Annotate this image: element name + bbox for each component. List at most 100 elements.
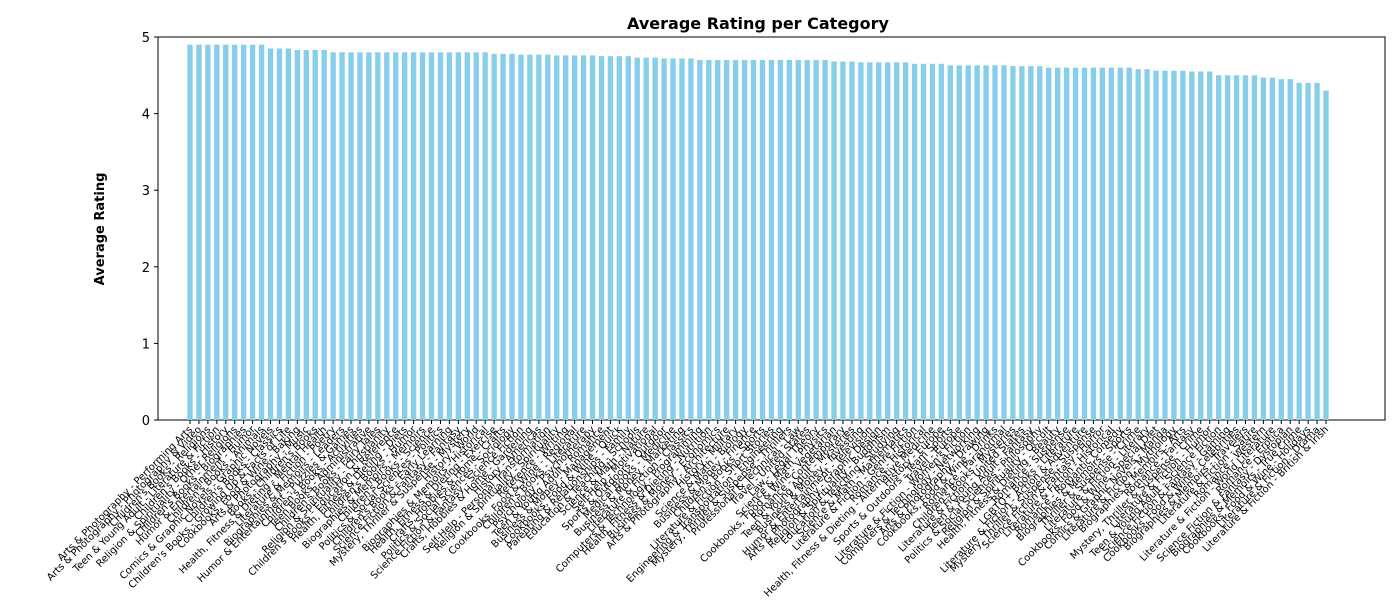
bar <box>831 61 837 421</box>
bar <box>741 59 748 420</box>
bar <box>1117 67 1123 420</box>
bar <box>786 59 792 420</box>
bar <box>607 56 614 421</box>
bar <box>902 62 909 420</box>
bar <box>196 44 202 420</box>
bar <box>473 52 479 420</box>
bar <box>1296 82 1302 421</box>
bar <box>983 65 989 420</box>
bar <box>885 62 891 420</box>
bar <box>956 65 962 420</box>
bar <box>536 54 542 420</box>
bar <box>276 48 283 421</box>
bar <box>1224 75 1231 421</box>
bar <box>715 59 721 420</box>
bar <box>679 58 685 421</box>
bar <box>822 59 828 420</box>
bar <box>214 44 220 420</box>
bar <box>777 59 784 420</box>
bar <box>303 50 309 420</box>
bar <box>348 52 354 420</box>
y-axis-label: Average Rating <box>93 173 108 286</box>
bar <box>294 50 301 420</box>
bar <box>375 52 381 420</box>
bar <box>455 52 462 420</box>
bar <box>205 44 211 420</box>
bar <box>625 56 631 421</box>
bar <box>724 59 730 420</box>
bar <box>1099 67 1106 420</box>
bar <box>410 52 417 420</box>
bar <box>1010 66 1016 420</box>
bar <box>357 52 363 420</box>
bar <box>1019 66 1025 420</box>
bar <box>312 50 318 420</box>
bar <box>813 59 819 420</box>
bar <box>1001 65 1007 420</box>
bar <box>1037 66 1043 420</box>
bar <box>929 63 936 421</box>
bar <box>759 59 766 420</box>
bar <box>1180 70 1186 420</box>
bar <box>795 59 801 420</box>
bar <box>1171 70 1177 420</box>
bar <box>1081 67 1088 420</box>
bar <box>187 44 193 420</box>
bar <box>509 53 515 421</box>
bar <box>580 55 587 420</box>
bar <box>840 61 846 421</box>
bar <box>867 62 873 420</box>
bar <box>401 52 408 420</box>
bar <box>1144 69 1150 420</box>
bar <box>920 63 927 421</box>
bar <box>1072 67 1079 420</box>
y-tick-label: 0 <box>142 414 150 429</box>
bar <box>974 65 980 420</box>
bar <box>419 52 426 420</box>
bar <box>947 65 953 420</box>
bar <box>285 48 292 421</box>
bar <box>267 48 274 421</box>
bar <box>1153 70 1159 420</box>
bar <box>938 63 945 421</box>
bar <box>1126 67 1132 420</box>
bar <box>1189 71 1195 420</box>
bar <box>965 65 971 420</box>
bar <box>1108 67 1115 420</box>
bar <box>554 55 560 420</box>
bar <box>732 59 739 420</box>
bar <box>1287 79 1293 420</box>
bar <box>240 44 247 420</box>
bar <box>616 56 623 421</box>
bar <box>1251 75 1258 421</box>
y-tick-label: 5 <box>142 31 150 46</box>
bar <box>491 53 497 421</box>
bar <box>1242 75 1249 421</box>
bar <box>1278 79 1284 420</box>
bar <box>1046 67 1052 420</box>
bar <box>1054 67 1061 420</box>
bar <box>750 59 757 420</box>
bar <box>643 57 649 420</box>
bar <box>249 44 256 420</box>
bar <box>706 59 712 420</box>
bar <box>339 52 345 420</box>
bar <box>321 50 327 420</box>
bar <box>232 44 238 420</box>
bar <box>366 52 372 420</box>
y-tick-label: 2 <box>142 261 150 276</box>
bar <box>384 52 390 420</box>
bar <box>652 57 658 420</box>
bar <box>1162 70 1168 420</box>
y-tick-label: 3 <box>142 184 150 199</box>
bar <box>992 65 998 420</box>
bar <box>428 52 435 420</box>
bar <box>1063 67 1070 420</box>
bar <box>768 59 775 420</box>
bar <box>1207 71 1213 420</box>
bar <box>464 52 470 420</box>
bar <box>527 54 533 420</box>
bar <box>858 62 864 420</box>
bar <box>518 54 524 420</box>
